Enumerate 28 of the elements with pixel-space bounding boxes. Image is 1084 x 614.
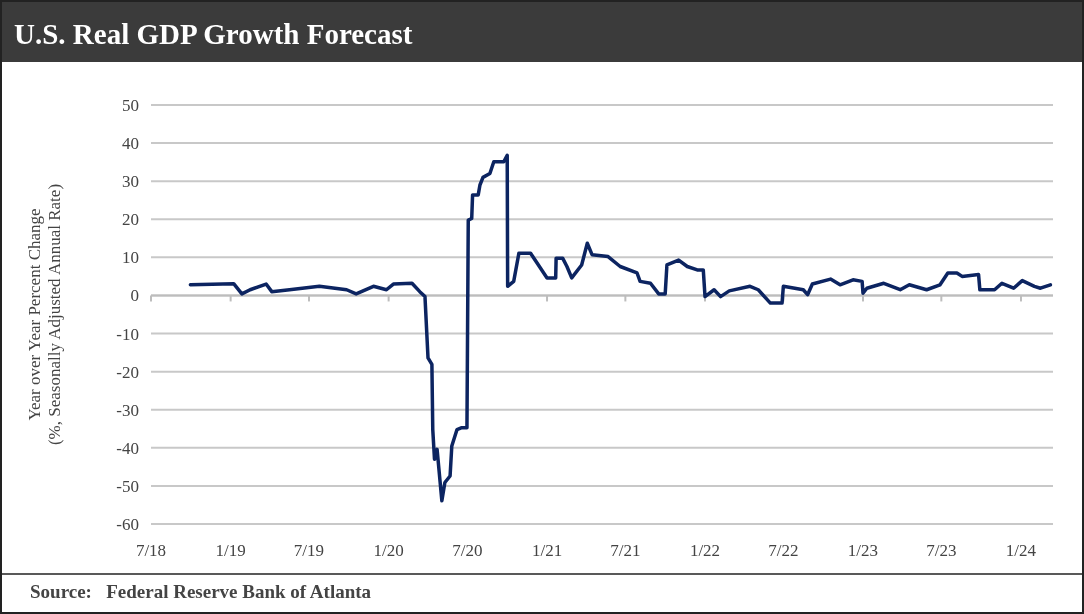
x-tick-label: 1/19: [215, 541, 246, 560]
y-tick-label: 10: [122, 248, 139, 268]
y-tick-label: -30: [116, 400, 139, 420]
x-tick-label: 1/23: [847, 541, 879, 560]
y-tick-label: -20: [116, 362, 139, 382]
x-tick-label: 1/24: [1005, 541, 1037, 560]
y-tick-label: -60: [116, 515, 139, 534]
x-tick-label: 7/22: [768, 541, 799, 560]
x-tick-label: 1/22: [689, 541, 721, 560]
x-tick-label: 7/20: [452, 541, 483, 560]
x-tick-label: 7/18: [135, 541, 167, 560]
y-tick-label: -10: [116, 324, 139, 344]
y-tick-label: 30: [122, 172, 139, 192]
y-tick-label: -50: [116, 476, 139, 496]
line-series: [188, 153, 1053, 503]
x-tick-label: 1/21: [531, 541, 563, 560]
y-tick-label: 50: [122, 96, 139, 115]
x-tick-label: 7/23: [926, 541, 957, 560]
y-tick-label: -40: [116, 438, 139, 458]
source-note: Source: Federal Reserve Bank of Atlanta: [30, 581, 372, 602]
x-tick-label: 1/20: [373, 541, 404, 560]
x-tick-label: 7/19: [293, 541, 325, 560]
y-tick-label: 40: [122, 134, 139, 154]
y-axis-title: Year over Year Percent Change (%, Seasonally Adjusted Annual Rate): [25, 183, 64, 446]
x-tick-label: 7/21: [610, 541, 641, 560]
y-tick-label: 0: [130, 286, 139, 306]
y-tick-label: 20: [122, 210, 139, 230]
chart-title: U.S. Real GDP Growth Forecast: [14, 18, 413, 50]
